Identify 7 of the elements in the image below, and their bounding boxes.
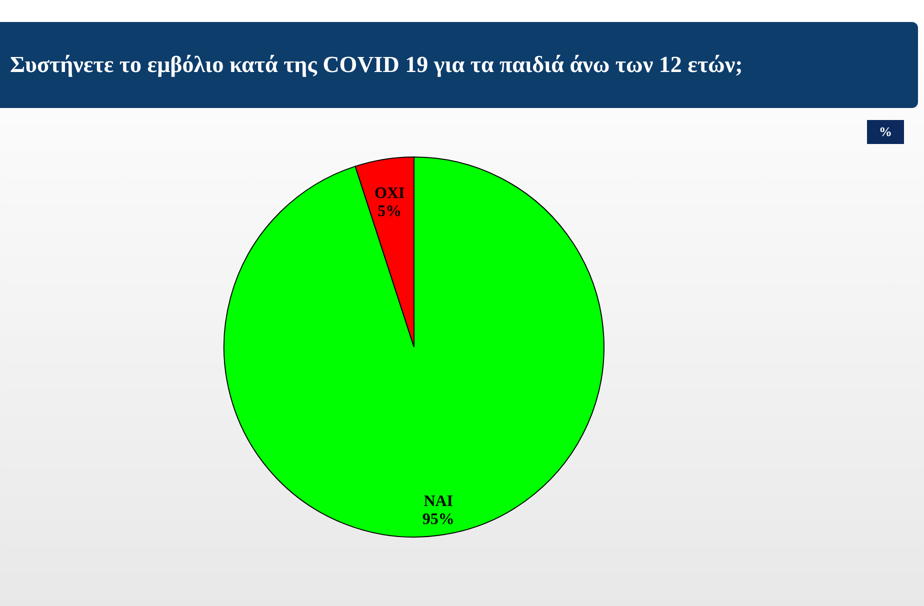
slice-label: ΟΧΙ [374, 185, 405, 202]
slice-label: ΝΑΙ [424, 492, 454, 510]
data-label: 95% [422, 510, 454, 528]
pie-slice [224, 156, 604, 538]
data-label: 5% [378, 203, 402, 220]
text: % [867, 120, 904, 144]
chart-title: Συστήνετε το εμβόλιο κατά της COVID 19 για τα παιδιά άνω των 12 ετών; [0, 22, 918, 108]
